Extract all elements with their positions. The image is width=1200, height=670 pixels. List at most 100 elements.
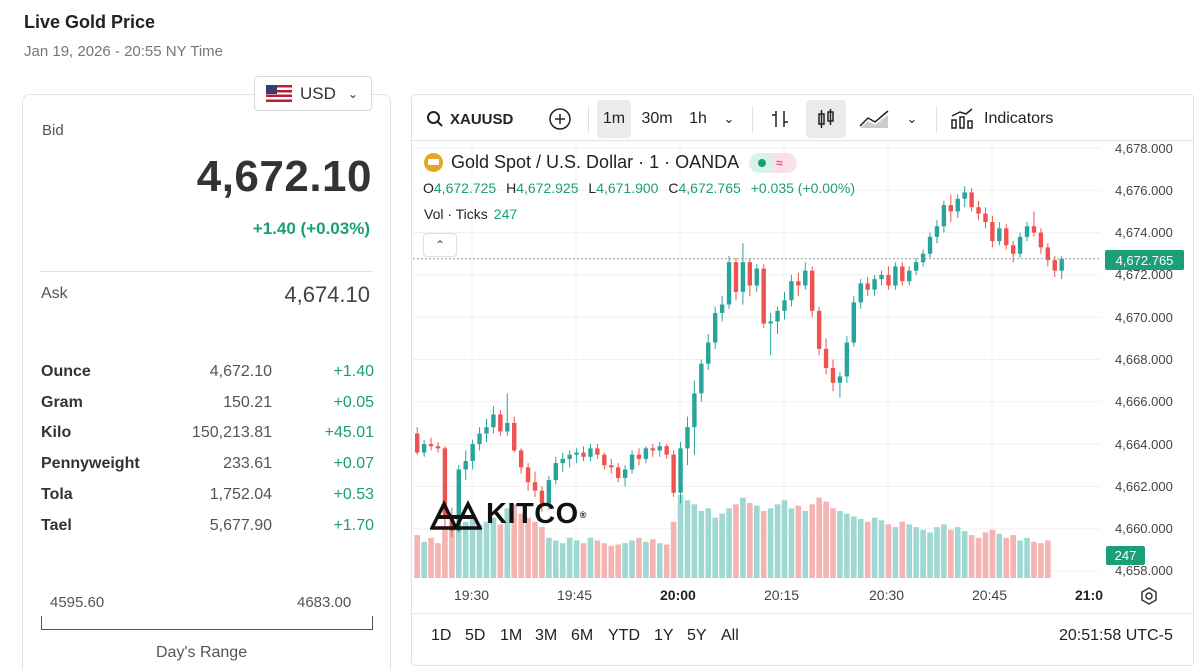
unit-change: +0.07 <box>333 455 374 472</box>
period-5y[interactable]: 5Y <box>687 627 707 644</box>
divider <box>40 271 373 272</box>
price-axis-label: 4,678.000 <box>1115 141 1173 156</box>
price-axis-label: 4,676.000 <box>1115 183 1173 198</box>
time-axis-label: 20:30 <box>869 587 905 603</box>
unit-row: Ounce 4,672.10 +1.40 <box>41 363 374 387</box>
price-axis-label: 4,668.000 <box>1115 352 1173 367</box>
days-range-high: 4683.00 <box>297 594 352 611</box>
ask-value: 4,674.10 <box>284 282 370 307</box>
bid-change: +1.40 (+0.03%) <box>252 219 370 238</box>
unit-price: 233.61 <box>223 455 272 472</box>
symbol-search[interactable]: XAUUSD <box>422 100 522 138</box>
chart-bottom-divider <box>412 613 1194 614</box>
unit-price: 5,677.90 <box>209 517 272 534</box>
change-value: +0.035 (+0.00%) <box>750 180 855 196</box>
low-value: 4,671.900 <box>596 180 659 196</box>
period-1m[interactable]: 1M <box>500 627 523 644</box>
collapse-legend-button[interactable]: ⌃ <box>423 233 457 257</box>
chevron-down-icon: ⌄ <box>723 111 735 126</box>
currency-select[interactable]: USD ⌄ <box>254 76 372 111</box>
price-axis-label: 4,660.000 <box>1115 521 1173 536</box>
interval-dropdown[interactable]: ⌄ <box>717 100 741 138</box>
unit-price: 150,213.81 <box>191 424 272 441</box>
bar-chart-button[interactable] <box>762 100 798 138</box>
price-panel <box>22 94 391 670</box>
ask-label: Ask <box>41 285 68 302</box>
last-volume-tag: 247 <box>1106 546 1145 565</box>
chart-toolbar: XAUUSD 1m 30m 1h ⌄ ⌄ Indicators <box>412 95 1193 141</box>
time-axis-label: 19:30 <box>454 587 490 603</box>
candles-icon <box>818 109 834 128</box>
open-key: O <box>423 180 434 196</box>
price-axis-label: 4,672.000 <box>1115 267 1173 282</box>
interval-1m[interactable]: 1m <box>597 100 631 138</box>
bid-value: 4,672.10 <box>196 152 372 201</box>
interval-1h[interactable]: 1h <box>689 110 707 127</box>
toolbar-separator <box>588 106 589 132</box>
indicators-button[interactable]: Indicators <box>946 100 1066 138</box>
unit-name: Pennyweight <box>41 455 140 472</box>
gold-symbol-icon <box>424 153 443 172</box>
legend-title-text: Gold Spot / U.S. Dollar · 1 · OANDA <box>451 152 740 172</box>
time-axis-label: 20:45 <box>972 587 1008 603</box>
days-range-bar <box>41 616 373 630</box>
time-axis-label: 21:0 <box>1075 587 1104 603</box>
bid-label: Bid <box>42 122 64 139</box>
interval-30m[interactable]: 30m <box>641 110 673 127</box>
unit-price: 4,672.10 <box>209 363 272 380</box>
price-axis-label: 4,674.000 <box>1115 225 1173 240</box>
price-axis-label: 4,658.000 <box>1115 563 1173 578</box>
period-6m[interactable]: 6M <box>571 627 594 644</box>
plus-circle-icon <box>549 108 571 130</box>
last-price-tag: 4,672.765 <box>1105 250 1184 270</box>
registered-mark: ® <box>579 509 587 520</box>
price-axis-label: 4,670.000 <box>1115 310 1173 325</box>
period-all[interactable]: All <box>721 627 739 644</box>
kitco-logo-text: KITCO <box>486 498 579 530</box>
ohlc-values: O4,672.725 H4,672.925 L4,671.900 C4,672.… <box>423 180 861 196</box>
open-value: 4,672.725 <box>433 180 497 196</box>
close-key: C <box>668 180 679 196</box>
unit-name: Kilo <box>41 424 72 441</box>
unit-row: Kilo 150,213.81 +45.01 <box>41 424 374 448</box>
volume-legend: Vol · Ticks 247 <box>424 206 517 222</box>
unit-change: +45.01 <box>324 424 374 441</box>
unit-change: +1.70 <box>333 517 374 534</box>
unit-name: Ounce <box>41 363 91 380</box>
period-ytd[interactable]: YTD <box>608 627 640 644</box>
kitco-logo: KITCO ® <box>430 498 587 531</box>
indicators-label: Indicators <box>984 110 1054 127</box>
unit-change: +0.53 <box>333 486 374 503</box>
time-axis-label: 20:00 <box>660 587 696 603</box>
chart-type-dropdown[interactable]: ⌄ <box>900 100 924 138</box>
compare-button[interactable] <box>542 100 578 138</box>
toolbar-separator <box>752 106 753 132</box>
chevron-down-icon: ⌄ <box>347 86 358 101</box>
unit-change: +1.40 <box>333 363 374 380</box>
wave-icon: ≈ <box>776 155 783 170</box>
page-title: Live Gold Price <box>24 12 156 32</box>
time-axis-label: 19:45 <box>557 587 593 603</box>
period-5d[interactable]: 5D <box>465 627 486 644</box>
unit-change: +0.05 <box>333 394 374 411</box>
area-chart-button[interactable] <box>854 100 894 138</box>
period-3m[interactable]: 3M <box>535 627 558 644</box>
period-1d[interactable]: 1D <box>431 627 452 644</box>
chart-legend-title: Gold Spot / U.S. Dollar · 1 · OANDA ≈ <box>424 152 798 173</box>
volume-value: 247 <box>493 206 518 222</box>
bars-icon <box>772 111 788 127</box>
unit-name: Tola <box>41 486 73 503</box>
unit-name: Gram <box>41 394 83 411</box>
unit-row: Tael 5,677.90 +1.70 <box>41 517 374 541</box>
us-flag-icon <box>266 85 292 102</box>
high-value: 4,672.925 <box>516 180 579 196</box>
chart-settings-icon[interactable] <box>1139 586 1159 606</box>
status-dot-icon <box>758 158 767 167</box>
unit-row: Tola 1,752.04 +0.53 <box>41 486 374 510</box>
time-axis-label: 20:15 <box>764 587 800 603</box>
area-chart-icon <box>859 110 889 128</box>
unit-price: 1,752.04 <box>209 486 272 503</box>
period-1y[interactable]: 1Y <box>654 627 674 644</box>
candle-chart-button[interactable] <box>806 100 846 138</box>
kitco-logo-icon <box>430 499 482 530</box>
